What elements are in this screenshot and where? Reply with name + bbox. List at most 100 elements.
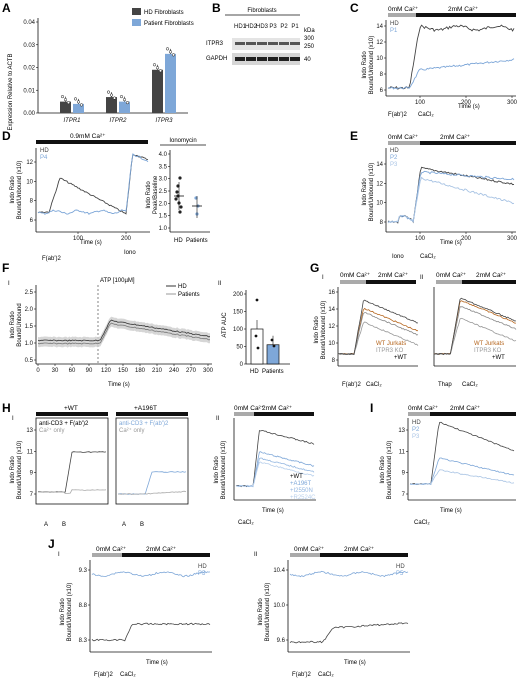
b-band-itpr3 bbox=[279, 42, 289, 45]
h-line bbox=[37, 451, 107, 493]
d-xlabel: Time (s) bbox=[80, 240, 102, 246]
c-ylabel-2: Bound/Unbound (x10) bbox=[369, 36, 375, 95]
j-ca2-1: 2mM Ca²⁺ bbox=[146, 546, 177, 553]
i-marker-cacl: CaCl₂ bbox=[414, 520, 430, 526]
h-line bbox=[117, 471, 187, 495]
g-legend-plus-1: +WT bbox=[394, 355, 407, 361]
b-band-gapdh bbox=[279, 57, 289, 61]
j-legend-p5-2: P5 bbox=[396, 571, 404, 577]
panel-j: J I II 0mM Ca²⁺ 2mM Ca²⁺ 0mM Ca²⁺ 2mM Ca… bbox=[48, 537, 410, 678]
f2-point bbox=[255, 298, 259, 302]
h-marker-b-1: B bbox=[62, 522, 66, 528]
d-marker-iono: Iono bbox=[124, 250, 136, 256]
panel-f: F I Indo Ratio Bound/Unbound ATP [100µM]… bbox=[2, 261, 290, 388]
j-lines bbox=[91, 570, 409, 644]
y-tick-label: 8 bbox=[380, 220, 384, 226]
g-roman-2: II bbox=[420, 275, 424, 281]
y-tick-label: 7 bbox=[30, 492, 34, 498]
f2-cat-patients: Patients bbox=[262, 369, 284, 375]
j-legend-hd-1: HD bbox=[198, 564, 207, 570]
g-legend-ko-1: ITPR3 KO bbox=[376, 348, 404, 354]
panel-label-b: B bbox=[212, 1, 221, 15]
y-tick-label: 100 bbox=[233, 327, 244, 333]
i-lines bbox=[409, 421, 515, 486]
d2-title: Ionomycin bbox=[169, 138, 196, 144]
h2-line bbox=[235, 461, 315, 488]
d2-point-hd bbox=[174, 197, 178, 201]
d2-y-ticks: 1.0 1.5 2.0 2.5 3.0 3.5 4.0 bbox=[159, 152, 170, 232]
j-legend-p5-1: P5 bbox=[198, 571, 206, 577]
x-tick-label: 200 bbox=[461, 100, 472, 106]
a-point bbox=[168, 50, 173, 54]
h-legend-cd3-1: anti-CD3 + F(ab')2 bbox=[39, 421, 89, 427]
c-y-ticks: 6 8 10 12 14 bbox=[376, 24, 386, 94]
x-tick-label: 100 bbox=[415, 100, 426, 106]
b-band-itpr3 bbox=[257, 42, 267, 45]
a-bar bbox=[60, 101, 71, 113]
h-legend-ca-2: Ca²⁺ only bbox=[119, 427, 145, 434]
d2-cat-patients: Patients bbox=[186, 238, 208, 244]
b-band-gapdh bbox=[268, 57, 278, 61]
a-y-ticks: 0.00 0.01 0.02 0.03 0.04 bbox=[23, 20, 38, 117]
c-legend-p1: P1 bbox=[390, 28, 398, 34]
a-bar bbox=[106, 97, 117, 113]
a-bar bbox=[73, 103, 84, 113]
y-tick-label: 3.5 bbox=[159, 164, 168, 170]
d-ca09: 0.9mM Ca²⁺ bbox=[70, 133, 106, 140]
g-ca2-1: 2mM Ca²⁺ bbox=[378, 272, 409, 279]
i-legend-p3: P3 bbox=[412, 434, 420, 440]
f2-y-ticks: 0 50 100 150 200 bbox=[233, 292, 246, 368]
j-xlabel-2: Time (s) bbox=[344, 660, 366, 666]
g-ylabel-1: Indo Ratio bbox=[314, 316, 320, 344]
b-marker-300: 300 bbox=[304, 36, 315, 42]
j-xlabel-1: Time (s) bbox=[146, 660, 168, 666]
f-legend-patients: Patients bbox=[178, 292, 200, 298]
d-ylabel-2: Bound/Unbound (x10) bbox=[17, 161, 23, 220]
e-legend-hd: HD bbox=[390, 148, 399, 154]
d-line-p4 bbox=[37, 153, 149, 215]
d-x-ticks: 100 200 bbox=[73, 232, 132, 242]
h2-ylabel-1: Indo Ratio bbox=[214, 456, 220, 484]
h-roman-1: I bbox=[12, 416, 14, 422]
j-ca0-1: 0mM Ca²⁺ bbox=[96, 546, 127, 553]
h-legend-cd3-2: anti-CD3 + F(ab')2 bbox=[119, 421, 169, 427]
x-tick-label: 60 bbox=[69, 368, 76, 374]
a-point bbox=[119, 95, 124, 99]
panel-label-j: J bbox=[48, 537, 55, 551]
a-point bbox=[112, 96, 117, 100]
y-tick-label: 50 bbox=[236, 345, 243, 351]
d2-point-hd bbox=[178, 210, 182, 214]
j-line bbox=[91, 622, 211, 642]
panel-d: D 0.9mM Ca²⁺ Indo Ratio Bound/Unbound (x… bbox=[2, 129, 210, 262]
a-point bbox=[125, 101, 130, 105]
h2-legend-a196t: +A196T bbox=[290, 481, 312, 487]
j-marker-fab-2: F(ab')2 bbox=[292, 672, 311, 678]
y-tick-label: 2.5 bbox=[25, 290, 34, 296]
y-tick-label: 0 bbox=[240, 362, 244, 368]
g-marker-cacl: CaCl₂ bbox=[366, 382, 382, 388]
y-tick-label: 150 bbox=[233, 310, 244, 316]
e-line-p2 bbox=[387, 170, 515, 223]
f2-bar bbox=[250, 328, 264, 365]
x-tick-label: 0 bbox=[36, 368, 40, 374]
a-point bbox=[152, 63, 157, 67]
y-tick-label: 8.3 bbox=[79, 638, 88, 644]
y-tick-label: 0.03 bbox=[23, 43, 35, 49]
a-category-label: ITPR1 bbox=[63, 118, 80, 124]
c-line-hd bbox=[387, 24, 515, 90]
a-legend-swatch-patient bbox=[132, 19, 141, 26]
x-tick-label: 300 bbox=[203, 368, 214, 374]
e-line-p3 bbox=[387, 176, 515, 224]
y-tick-label: 6 bbox=[380, 88, 384, 94]
f-y-ticks: 0.5 1.0 1.5 2.0 2.5 bbox=[25, 290, 36, 364]
e-ylabel-2: Bound/Unbound (x10) bbox=[369, 163, 375, 222]
d-legend-p4: P4 bbox=[40, 155, 48, 161]
y-tick-label: 1.5 bbox=[159, 214, 168, 220]
y-tick-label: 10 bbox=[376, 201, 383, 207]
b-band-itpr3 bbox=[246, 42, 256, 45]
panel-g: G I II 0mM Ca²⁺ 2mM Ca²⁺ 0mM Ca²⁺ 2mM Ca… bbox=[310, 261, 517, 388]
y-tick-label: 10 bbox=[328, 341, 335, 347]
j-legend-hd-2: HD bbox=[396, 564, 405, 570]
a-point bbox=[106, 90, 111, 94]
